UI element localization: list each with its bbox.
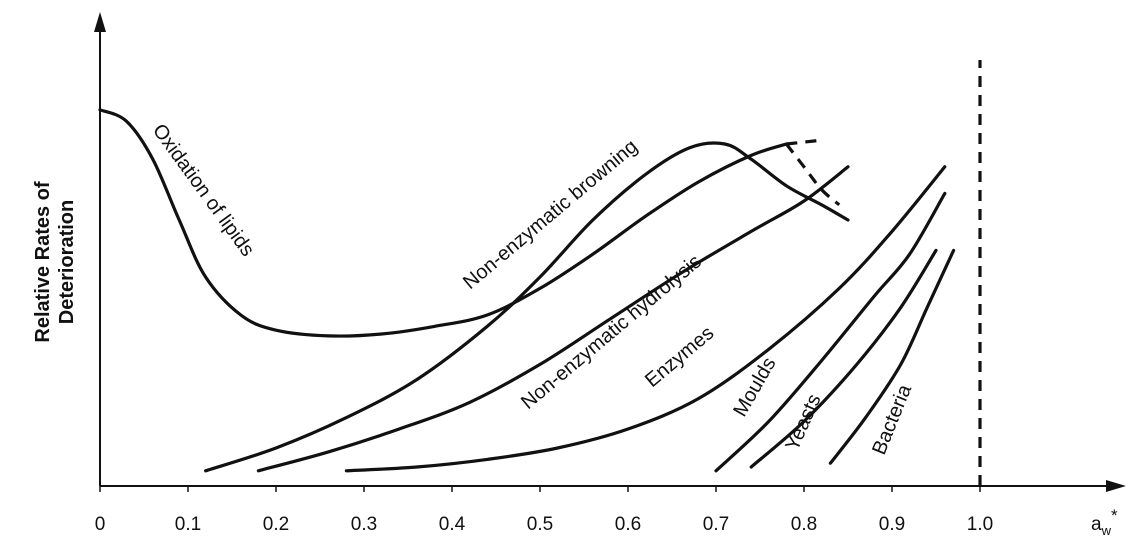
x-tick-label: 0.6 [615, 514, 641, 535]
axes [94, 12, 1126, 492]
series-group [98, 60, 982, 486]
series-yeasts [749, 248, 938, 469]
series-oxidation-of-lipids [98, 108, 788, 338]
x-axis-arrow [1106, 480, 1126, 492]
x-tick-label: 1.0 [967, 514, 993, 535]
y-axis-arrow [94, 12, 106, 32]
label-moulds: Moulds [729, 354, 780, 421]
series-oxidation-of-lipids-dashed [786, 138, 822, 146]
series-non-enzymatic-browning [204, 141, 850, 473]
y-axis-label: Relative Rates of Deterioration [32, 181, 78, 343]
series-moulds [714, 191, 947, 473]
y-axis-label-line2: Deterioration [56, 200, 78, 324]
x-axis-label-main: a [1091, 514, 1102, 535]
label-enzymes: Enzymes [641, 322, 718, 392]
x-axis-label-sub: w [1101, 523, 1112, 538]
x-tick-label: 0.3 [351, 514, 377, 535]
x-tick-label: 0.8 [791, 514, 817, 535]
series-non-enzymatic-hydrolysis [256, 165, 850, 473]
x-tick-label: 0 [95, 514, 106, 535]
x-tick-label: 0.5 [527, 514, 553, 535]
label-non-enzymatic-browning: Non-enzymatic browning [459, 135, 642, 293]
x-tick-label: 0.2 [263, 514, 289, 535]
label-non-enzymatic-hydrolysis: Non-enzymatic hydrolysis [517, 251, 706, 414]
x-axis-label-sup: * [1111, 506, 1118, 525]
label-bacteria: Bacteria [868, 381, 916, 458]
y-axis-label-line1: Relative Rates of [32, 181, 54, 343]
x-tick-label: 0.4 [439, 514, 466, 535]
series-non-enzymatic-browning-dashed [785, 143, 841, 207]
x-tick-label: 0.9 [879, 514, 905, 535]
x-tick-label: 0.1 [175, 514, 201, 535]
label-oxidation-of-lipids: Oxidation of lipids [148, 120, 259, 261]
x-tick-label: 0.7 [703, 514, 729, 535]
series-bacteria [828, 248, 956, 465]
series-enzymes [344, 165, 947, 473]
x-axis-label: aw* [1091, 506, 1118, 538]
curve-labels: Oxidation of lipids Non-enzymatic brownin… [148, 120, 916, 458]
x-ticks: 0 0.1 0.2 0.3 0.4 0.5 0.6 0.7 0.8 0.9 1.0 [95, 486, 993, 535]
